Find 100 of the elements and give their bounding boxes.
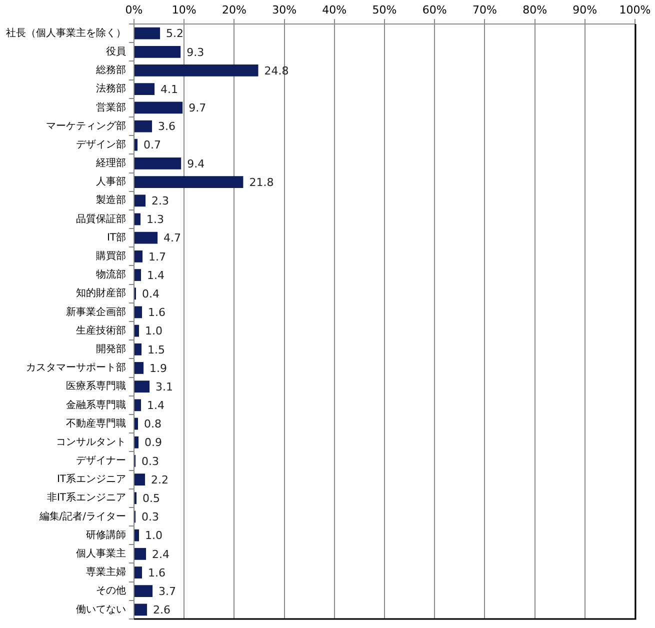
- y-tick-label: 社長（個人事業主を除く）: [6, 26, 126, 39]
- data-label: 9.4: [187, 157, 205, 170]
- bar: [134, 83, 155, 96]
- x-tick-label: 80%: [522, 3, 548, 16]
- x-tick-label: 70%: [472, 3, 497, 16]
- data-label: 4.1: [160, 82, 178, 96]
- bar: [134, 399, 142, 412]
- bar: [134, 529, 140, 542]
- y-tick-label: 不動産専門職: [66, 417, 126, 430]
- data-label: 1.5: [148, 343, 166, 356]
- data-label: 0.3: [142, 454, 160, 468]
- y-tick-label: 研修講師: [86, 528, 126, 541]
- x-tick-label: 50%: [372, 3, 397, 16]
- y-tick-label: カスタマーサポート部: [26, 362, 126, 374]
- x-tick-label: 40%: [322, 3, 347, 16]
- y-tick-label: 個人事業主: [76, 548, 126, 560]
- bar: [134, 380, 150, 393]
- y-tick-label: 物流部: [96, 268, 126, 281]
- data-label: 2.2: [151, 473, 169, 486]
- data-label: 0.8: [144, 418, 162, 431]
- data-label: 1.3: [146, 213, 164, 226]
- data-label: 0.9: [144, 436, 162, 450]
- bar: [134, 102, 183, 114]
- bar: [134, 232, 158, 244]
- y-tick-label: 人事部: [96, 176, 126, 188]
- data-label: 1.0: [145, 529, 163, 542]
- bar: [134, 306, 142, 318]
- bar: [134, 213, 141, 226]
- y-tick-label: 製造部: [96, 194, 126, 206]
- data-label: 2.3: [152, 194, 170, 208]
- x-tick-label: 20%: [222, 3, 246, 16]
- data-label: 4.7: [164, 232, 182, 245]
- y-tick-label: 開発部: [96, 342, 126, 355]
- x-tick-label: 0%: [125, 3, 143, 16]
- data-label: 1.4: [147, 399, 165, 412]
- y-tick-label: 働いてない: [76, 603, 126, 616]
- bar: [134, 46, 181, 58]
- bar: [134, 548, 146, 560]
- y-tick-label: その他: [96, 584, 126, 597]
- data-label: 9.3: [186, 46, 204, 59]
- bar: [134, 324, 140, 337]
- data-label: 0.7: [144, 138, 162, 152]
- bar: [134, 27, 160, 40]
- data-label: 2.4: [152, 548, 170, 561]
- bar: [134, 64, 258, 76]
- x-tick-label: 100%: [619, 3, 651, 16]
- bar: [134, 194, 146, 207]
- y-tick-label: 非IT系エンジニア: [46, 492, 126, 504]
- data-label: 1.0: [145, 324, 163, 338]
- bar: [134, 120, 152, 132]
- x-tick-label: 10%: [172, 3, 196, 16]
- y-tick-label: IT系エンジニア: [56, 473, 126, 486]
- x-tick-label: 60%: [422, 3, 447, 16]
- y-tick-label: 法務部: [96, 82, 126, 95]
- data-label: 2.6: [153, 604, 171, 617]
- y-tick-label: IT部: [106, 231, 126, 244]
- y-tick-label: 編集/記者/ライター: [38, 510, 126, 522]
- data-label: 3.6: [158, 120, 176, 134]
- y-tick-label: デザイン部: [76, 138, 126, 150]
- bar: [134, 474, 146, 486]
- bar: [134, 158, 182, 170]
- data-label: 1.9: [150, 362, 168, 375]
- data-label: 0.5: [142, 492, 160, 505]
- data-label: 3.7: [158, 584, 176, 598]
- data-label: 3.1: [156, 380, 174, 394]
- y-tick-label: 営業部: [96, 101, 126, 114]
- y-tick-label: 金融系専門職: [66, 398, 126, 411]
- y-tick-label: 総務部: [95, 64, 126, 76]
- bar: [134, 362, 144, 374]
- data-label: 1.7: [148, 250, 166, 264]
- bar: [134, 176, 244, 188]
- y-tick-label: 専業主婦: [86, 566, 126, 578]
- y-tick-label: 新事業企画部: [66, 306, 126, 318]
- bar: [134, 585, 153, 598]
- data-label: 5.2: [166, 27, 184, 40]
- y-tick-label: 知的財産部: [76, 287, 126, 300]
- data-label: 0.3: [142, 510, 160, 524]
- data-label: 1.6: [148, 566, 166, 580]
- x-tick-label: 90%: [572, 3, 598, 16]
- y-tick-label: 経理部: [95, 157, 126, 170]
- data-label: 21.8: [249, 176, 274, 189]
- y-tick-label: コンサルタント: [56, 436, 126, 448]
- data-label: 0.4: [142, 287, 160, 300]
- bar: [134, 138, 138, 151]
- y-tick-label: マーケティング部: [46, 120, 126, 132]
- bar: [134, 566, 142, 578]
- y-tick-label: 医療系専門職: [66, 380, 126, 392]
- y-tick-label: 役員: [106, 46, 126, 58]
- y-tick-label: 購買部: [96, 250, 126, 262]
- bar: [134, 604, 148, 616]
- data-label: 1.4: [147, 268, 165, 282]
- bar: [134, 418, 138, 430]
- data-label: 1.6: [148, 306, 166, 320]
- bar: [134, 343, 142, 356]
- x-tick-label: 30%: [272, 3, 297, 16]
- data-label: 9.7: [188, 102, 206, 115]
- bar: [134, 269, 142, 281]
- y-tick-label: デザイナー: [76, 456, 126, 467]
- bar: [134, 436, 139, 448]
- data-label: 24.8: [264, 64, 289, 78]
